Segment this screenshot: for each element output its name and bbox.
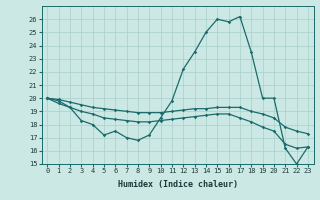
X-axis label: Humidex (Indice chaleur): Humidex (Indice chaleur): [118, 180, 237, 189]
